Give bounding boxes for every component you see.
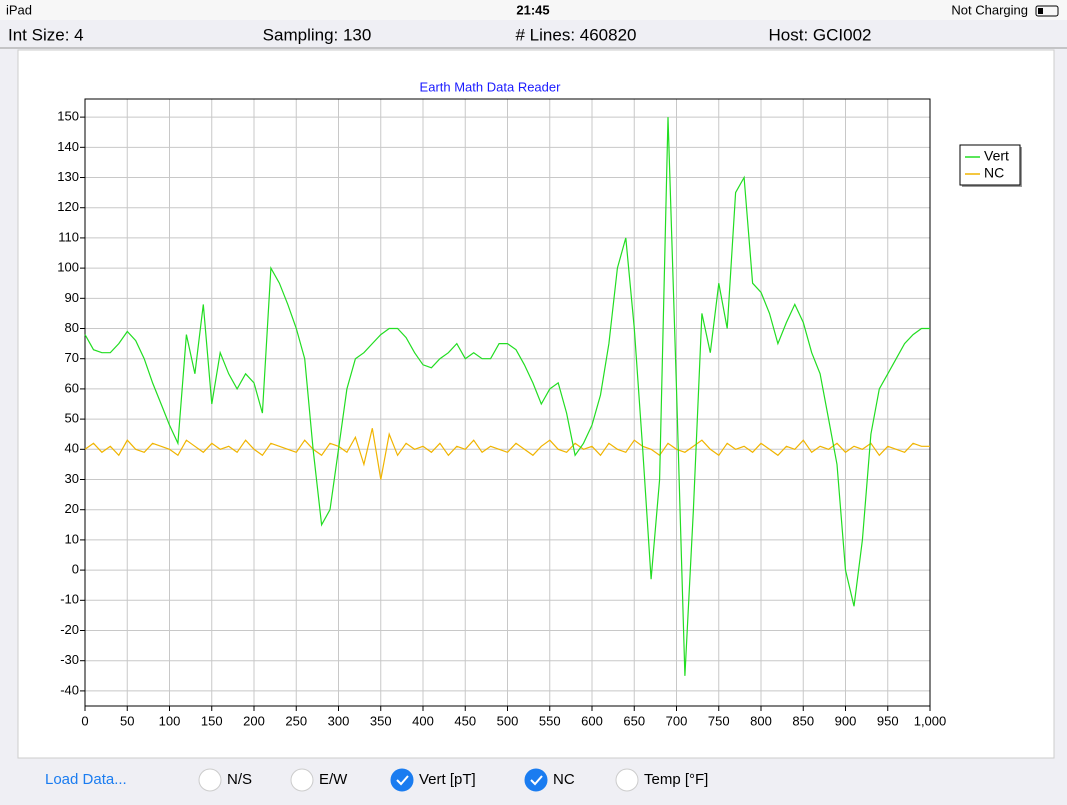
plot-frame <box>84 98 931 707</box>
y-tick-label: 140 <box>57 139 79 154</box>
x-tick-label: 200 <box>243 713 265 728</box>
checkbox[interactable] <box>390 768 414 792</box>
y-tick-label: 20 <box>65 501 79 516</box>
y-tick-label: 110 <box>58 229 79 244</box>
y-tick-label: 50 <box>65 411 79 426</box>
legend <box>959 144 1021 186</box>
load-data-button[interactable]: Load Data... <box>45 771 127 788</box>
int-size: Int Size: 4 <box>8 25 84 44</box>
battery-icon <box>1035 5 1059 17</box>
x-tick-label: 950 <box>877 713 899 728</box>
x-tick-label: 1,000 <box>914 713 947 728</box>
y-tick-label: 120 <box>57 199 79 214</box>
x-tick-label: 900 <box>835 713 857 728</box>
host: Host: GCI002 <box>769 25 872 44</box>
checkbox[interactable] <box>524 768 548 792</box>
x-tick-label: 150 <box>201 713 223 728</box>
y-tick-label: 100 <box>57 260 79 275</box>
checkmark <box>530 775 543 786</box>
y-tick-label: 0 <box>72 562 79 577</box>
y-tick-label: 70 <box>65 350 79 365</box>
x-tick-label: 250 <box>285 713 307 728</box>
checkbox[interactable] <box>198 768 222 792</box>
x-tick-label: 300 <box>328 713 350 728</box>
x-tick-label: 550 <box>539 713 561 728</box>
x-tick-label: 850 <box>792 713 814 728</box>
clock: 21:45 <box>516 2 549 17</box>
battery-text: Not Charging <box>951 2 1028 17</box>
x-tick-label: 750 <box>708 713 730 728</box>
status-bar <box>0 0 1067 20</box>
header-bar <box>0 20 1067 48</box>
y-tick-label: 90 <box>65 290 79 305</box>
line-count: # Lines: 460820 <box>516 25 637 44</box>
chart-panel <box>17 49 1055 759</box>
chart-title: Earth Math Data Reader <box>420 79 562 94</box>
x-tick-label: 700 <box>666 713 688 728</box>
x-tick-label: 450 <box>454 713 476 728</box>
x-tick-label: 0 <box>81 713 88 728</box>
y-tick-label: -30 <box>60 652 79 667</box>
x-tick-label: 50 <box>120 713 134 728</box>
device: iPad <box>6 2 32 17</box>
y-tick-label: 80 <box>65 320 79 335</box>
series-line <box>84 428 930 480</box>
y-tick-label: -10 <box>60 592 79 607</box>
x-tick-label: 350 <box>370 713 392 728</box>
checkmark <box>396 775 409 786</box>
x-tick-label: 100 <box>159 713 181 728</box>
checkbox-label[interactable]: N/S <box>227 771 252 788</box>
y-tick-label: 60 <box>65 380 79 395</box>
x-tick-label: 600 <box>581 713 603 728</box>
sampling: Sampling: 130 <box>263 25 372 44</box>
y-tick-label: 40 <box>65 441 79 456</box>
legend-label: NC <box>984 165 1004 181</box>
checkbox[interactable] <box>615 768 639 792</box>
x-tick-label: 800 <box>750 713 772 728</box>
battery-level <box>1038 8 1043 14</box>
y-tick-label: -20 <box>60 622 79 637</box>
checkbox-label[interactable]: E/W <box>319 771 348 788</box>
checkbox-label[interactable]: Vert [pT] <box>419 771 476 788</box>
x-tick-label: 400 <box>412 713 434 728</box>
y-tick-label: -40 <box>60 682 79 697</box>
checkbox-label[interactable]: NC <box>553 771 575 788</box>
checkbox[interactable] <box>290 768 314 792</box>
x-tick-label: 500 <box>497 713 519 728</box>
y-tick-label: 150 <box>57 109 79 124</box>
y-tick-label: 30 <box>65 471 79 486</box>
y-tick-label: 10 <box>65 531 79 546</box>
legend-label: Vert <box>984 148 1009 164</box>
x-tick-label: 650 <box>623 713 645 728</box>
y-tick-label: 130 <box>57 169 79 184</box>
checkbox-label[interactable]: Temp [°F] <box>644 771 708 788</box>
series-line <box>84 117 930 676</box>
